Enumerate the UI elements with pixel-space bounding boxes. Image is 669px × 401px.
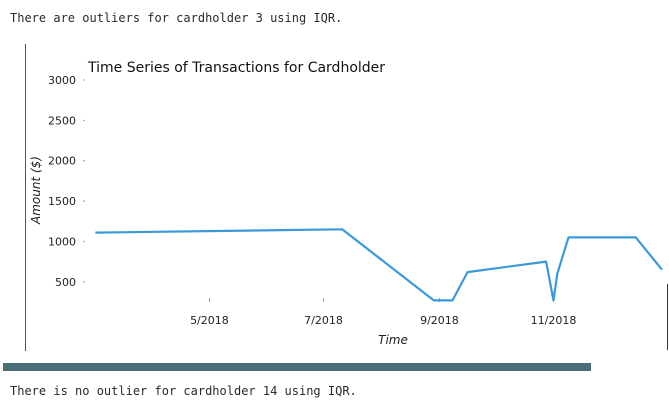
- y-tick-label: 2500: [48, 114, 76, 127]
- x-tick-label: 11/2018: [531, 314, 577, 327]
- y-tick-mark: [83, 159, 85, 162]
- output-horizontal-scrollbar[interactable]: [3, 363, 591, 371]
- y-tick-label: 3000: [48, 74, 76, 87]
- y-tick-mark: [83, 119, 85, 122]
- output-cell-frame: [25, 44, 669, 351]
- output-cell-edge: [667, 284, 668, 350]
- y-tick-label: 2000: [48, 155, 76, 168]
- y-tick-label: 1500: [48, 195, 76, 208]
- output-text-no-outlier: There is no outlier for cardholder 14 us…: [10, 384, 357, 398]
- output-text-outliers: There are outliers for cardholder 3 usin…: [10, 11, 343, 25]
- y-tick-label: 500: [55, 276, 76, 289]
- y-tick-mark: [83, 240, 85, 243]
- y-tick-mark: [83, 79, 85, 81]
- x-axis-label: Time: [378, 333, 408, 347]
- x-tick-label: 7/2018: [304, 314, 343, 327]
- chart-title: Time Series of Transactions for Cardhold…: [87, 60, 385, 76]
- y-axis-label: Amount ($): [29, 156, 43, 225]
- y-tick-mark: [83, 281, 85, 283]
- y-tick-mark: [83, 200, 85, 202]
- x-tick-label: 9/2018: [420, 314, 459, 327]
- y-tick-label: 1000: [48, 235, 76, 248]
- x-tick-label: 5/2018: [190, 314, 229, 327]
- series-line-amount: [95, 228, 663, 302]
